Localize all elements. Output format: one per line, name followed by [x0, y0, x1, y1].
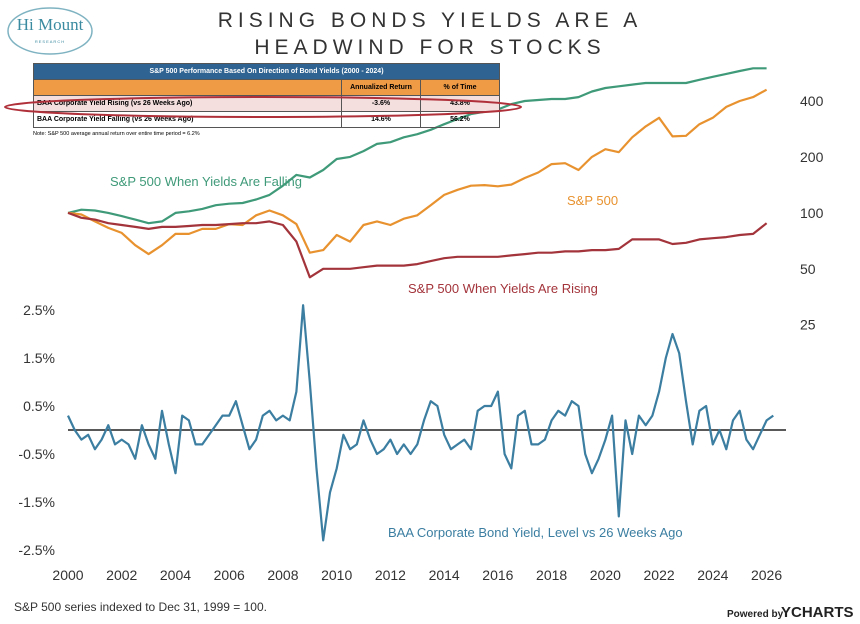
series-line — [67, 88, 768, 256]
y-tick-label: -0.5% — [18, 446, 55, 462]
y-tick-label: 400 — [800, 93, 824, 109]
column-header: % of Time — [420, 79, 500, 96]
series-label: S&P 500 When Yields Are Falling — [110, 174, 302, 189]
series-label: BAA Corporate Bond Yield, Level vs 26 We… — [388, 525, 683, 540]
powered-by: Powered by — [727, 609, 784, 620]
y-tick-label: 25 — [800, 317, 816, 333]
y-tick-label: 0.5% — [23, 398, 55, 414]
table-note: Note: S&P 500 average annual return over… — [33, 131, 200, 137]
y-tick-label: -1.5% — [18, 494, 55, 510]
cell: 14.6% — [341, 111, 421, 128]
series-line — [67, 67, 767, 225]
cell: -3.6% — [341, 95, 421, 112]
logo-sub: RESEARCH — [35, 39, 65, 44]
brand: YCHARTS — [781, 604, 854, 621]
series-line — [67, 304, 774, 542]
logo: Hi Mount — [17, 15, 84, 34]
cell: BAA Corporate Yield Falling (vs 26 Weeks… — [33, 111, 342, 128]
title: HEADWIND FOR STOCKS — [254, 36, 605, 59]
x-tick-label: 2022 — [644, 567, 675, 583]
cell: 56.2% — [420, 111, 500, 128]
cell: 43.8% — [420, 95, 500, 112]
table-title: S&P 500 Performance Based On Direction o… — [33, 63, 500, 80]
x-tick-label: 2010 — [321, 567, 352, 583]
x-tick-label: 2002 — [106, 567, 137, 583]
x-tick-label: 2004 — [160, 567, 191, 583]
x-tick-label: 2006 — [214, 567, 245, 583]
series-line — [67, 211, 768, 279]
x-tick-label: 2024 — [697, 567, 728, 583]
series-label: S&P 500 When Yields Are Rising — [408, 281, 598, 296]
cell: BAA Corporate Yield Rising (vs 26 Weeks … — [33, 95, 342, 112]
footnote: S&P 500 series indexed to Dec 31, 1999 =… — [14, 600, 267, 614]
x-tick-label: 2012 — [375, 567, 406, 583]
y-tick-label: 50 — [800, 261, 816, 277]
x-tick-label: 2008 — [267, 567, 298, 583]
y-tick-label: 200 — [800, 149, 824, 165]
y-tick-label: 100 — [800, 205, 824, 221]
y-tick-label: -2.5% — [18, 542, 55, 558]
column-header: Annualized Return — [341, 79, 421, 96]
performance-table: S&P 500 Performance Based On Direction o… — [33, 63, 500, 137]
y-tick-label: 2.5% — [23, 302, 55, 318]
x-tick-label: 2000 — [52, 567, 83, 583]
y-tick-label: 1.5% — [23, 350, 55, 366]
x-tick-label: 2016 — [482, 567, 513, 583]
series-label: S&P 500 — [567, 193, 618, 208]
logo-ring — [7, 7, 93, 55]
x-tick-label: 2014 — [429, 567, 460, 583]
x-tick-label: 2018 — [536, 567, 567, 583]
x-tick-label: 2026 — [751, 567, 782, 583]
title: RISING BONDS YIELDS ARE A — [218, 9, 643, 32]
x-tick-label: 2020 — [590, 567, 621, 583]
